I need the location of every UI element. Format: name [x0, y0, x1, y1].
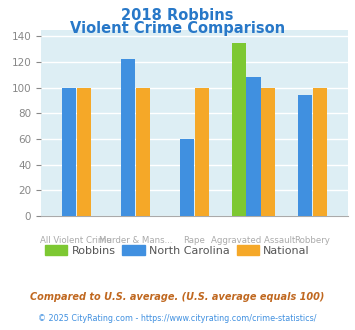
Bar	[62, 87, 76, 216]
Text: Violent Crime Comparison: Violent Crime Comparison	[70, 21, 285, 36]
Bar	[313, 87, 327, 216]
Bar	[298, 95, 312, 216]
Bar	[231, 43, 246, 216]
Bar	[136, 87, 150, 216]
Text: Aggravated Assault: Aggravated Assault	[211, 236, 296, 245]
Text: © 2025 CityRating.com - https://www.cityrating.com/crime-statistics/: © 2025 CityRating.com - https://www.city…	[38, 314, 317, 323]
Text: 2018 Robbins: 2018 Robbins	[121, 8, 234, 23]
Bar	[121, 59, 135, 216]
Text: Compared to U.S. average. (U.S. average equals 100): Compared to U.S. average. (U.S. average …	[30, 292, 325, 302]
Text: Robbery: Robbery	[295, 236, 331, 245]
Text: Rape: Rape	[184, 236, 205, 245]
Bar	[195, 87, 209, 216]
Bar	[77, 87, 91, 216]
Text: All Violent Crime: All Violent Crime	[40, 236, 112, 245]
Bar	[261, 87, 275, 216]
Legend: Robbins, North Carolina, National: Robbins, North Carolina, National	[41, 241, 314, 260]
Bar	[180, 139, 194, 216]
Text: Murder & Mans...: Murder & Mans...	[99, 236, 172, 245]
Bar	[246, 77, 261, 216]
